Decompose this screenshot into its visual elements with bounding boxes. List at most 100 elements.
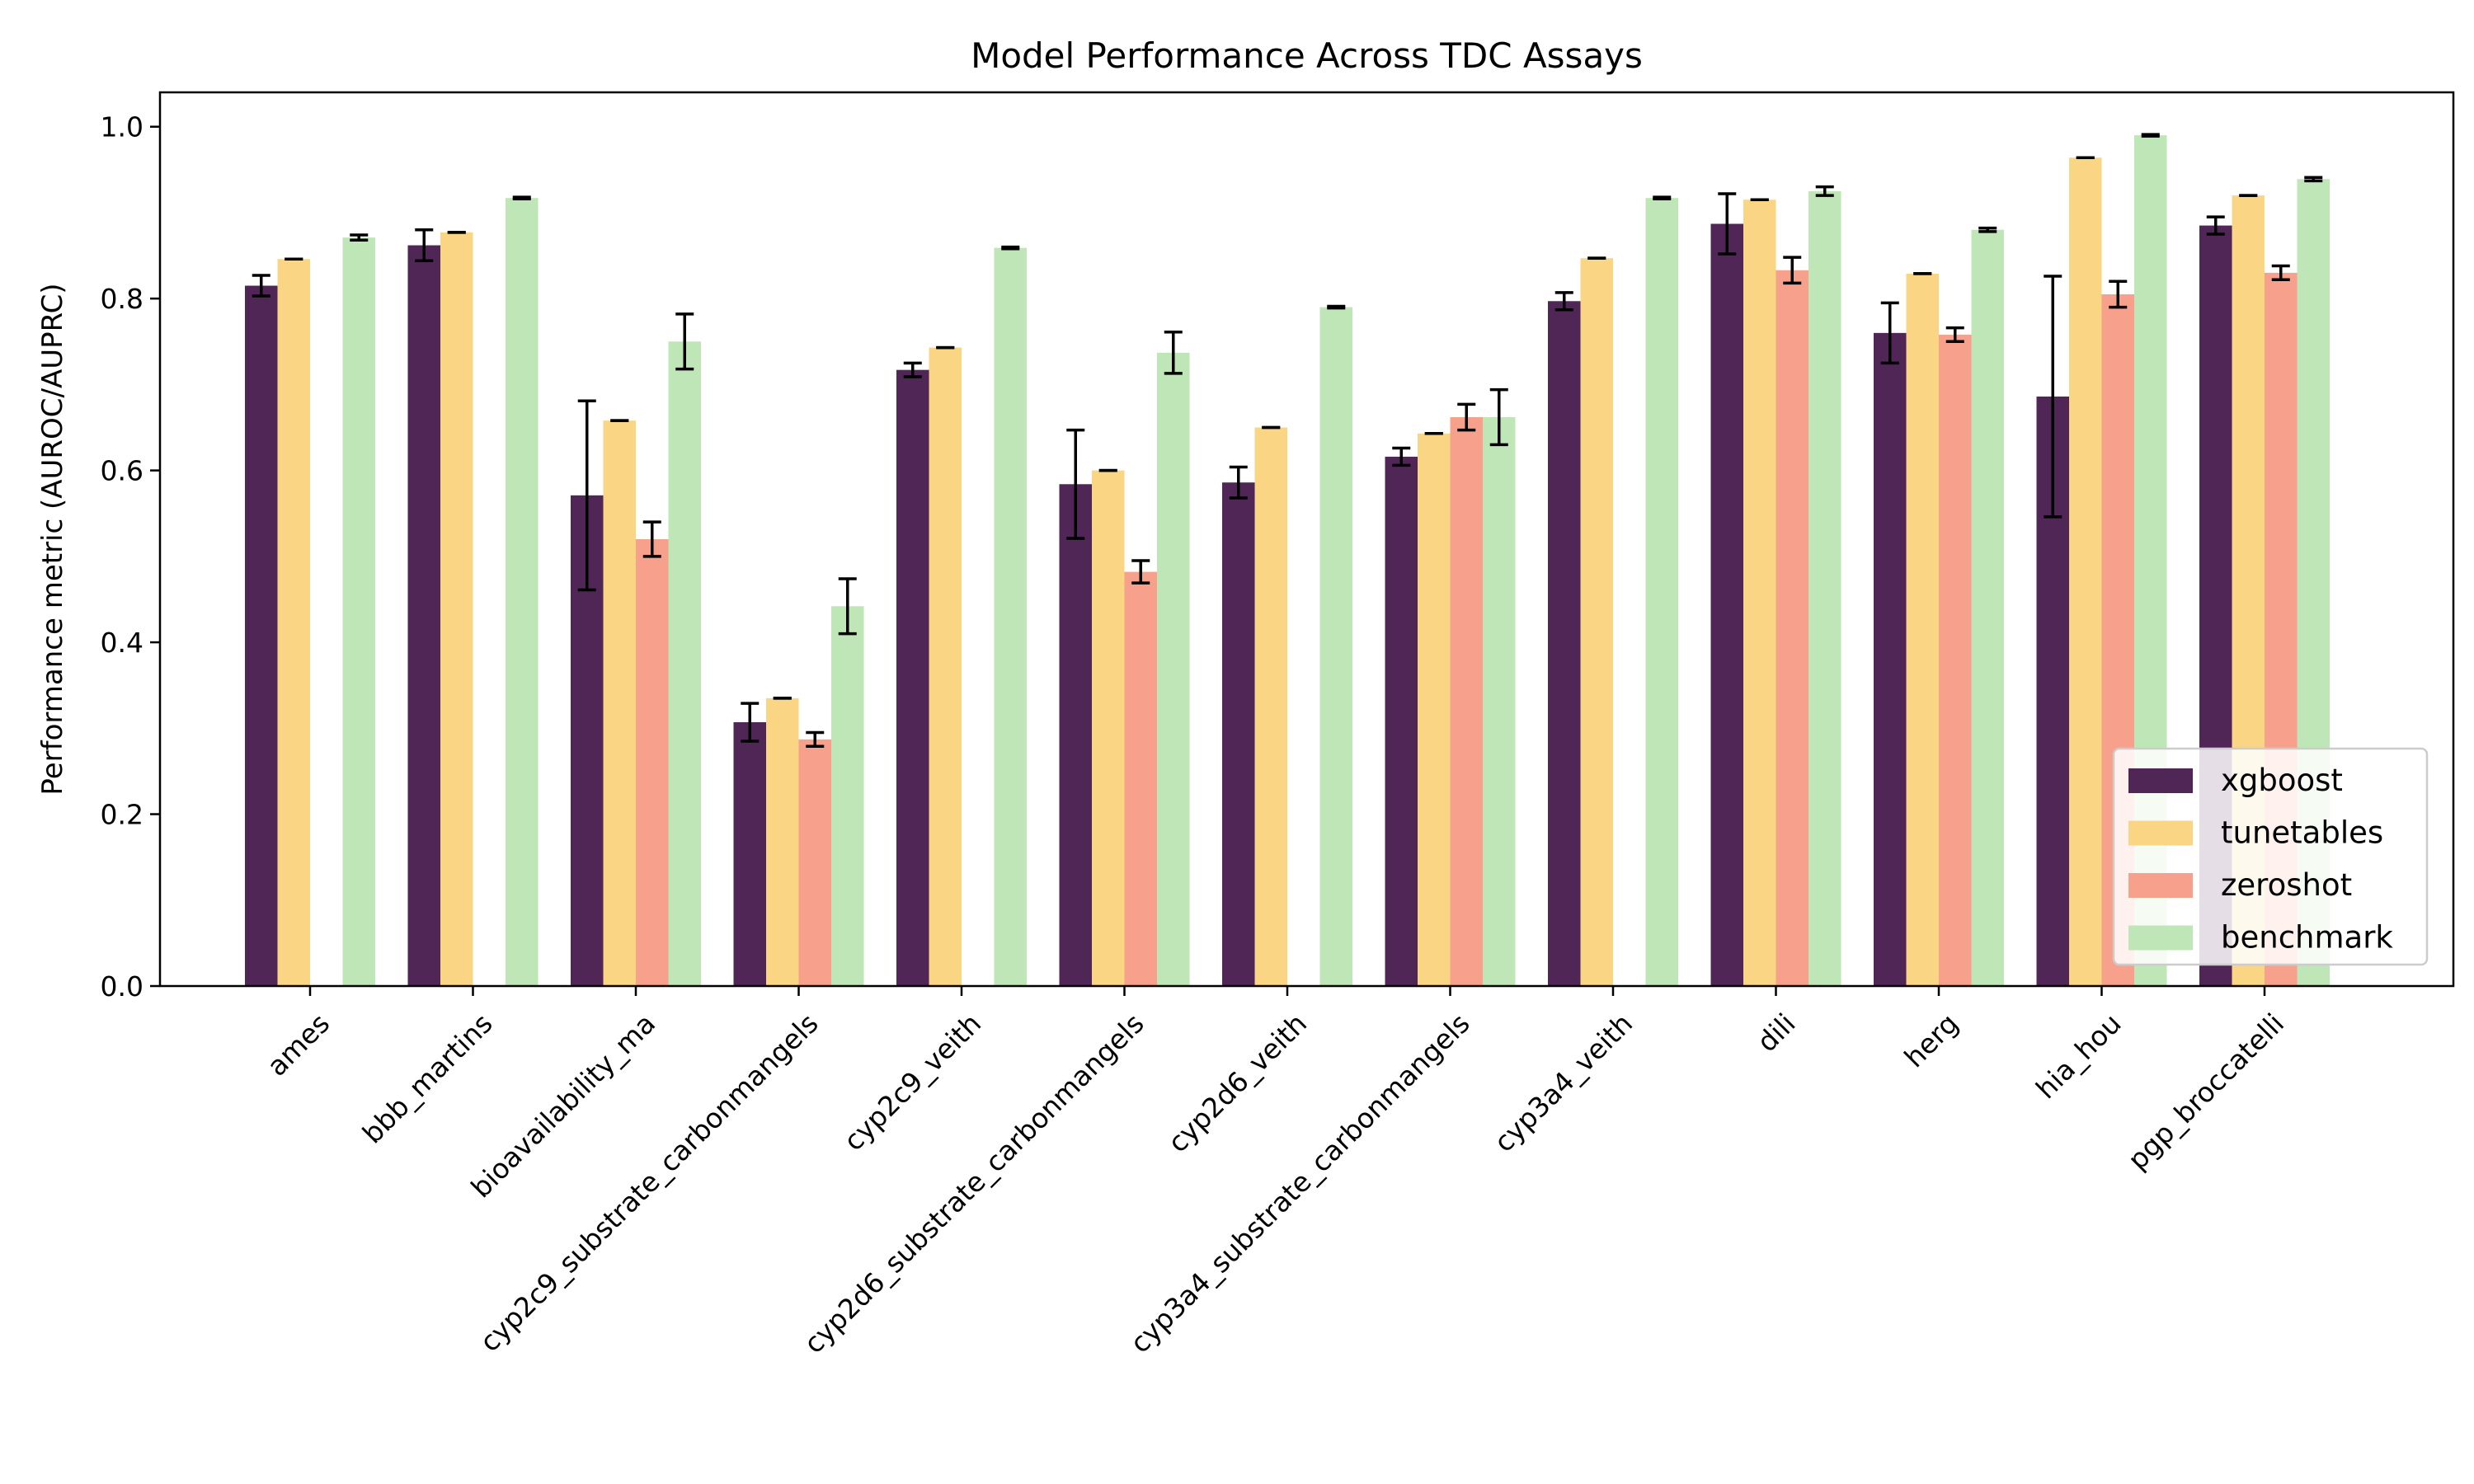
bar-benchmark-cyp3a4_veith	[1645, 198, 1678, 986]
errorbar-zeroshot-cyp3a4_substrate_carbonmangels	[1457, 402, 1476, 432]
x-tick-label: herg	[1898, 1007, 1964, 1074]
y-axis-label: Performance metric (AUROC/AUPRC)	[36, 283, 69, 795]
bar-tunetables-herg	[1906, 273, 1939, 986]
bar-xgboost-ames	[245, 285, 278, 986]
errorbar-xgboost-cyp3a4_veith	[1554, 291, 1573, 312]
errorbar-benchmark-cyp2d6_substrate_carbonmangels	[1164, 331, 1183, 375]
bar-benchmark-bbb_martins	[506, 198, 539, 986]
bar-benchmark-bioavailability_ma	[668, 341, 701, 986]
plot-frame	[158, 91, 2455, 988]
errorbar-xgboost-cyp2c9_veith	[903, 361, 922, 378]
bar-benchmark-cyp2c9_substrate_carbonmangels	[831, 606, 864, 986]
y-tick-label: 0.4	[101, 627, 143, 659]
legend-label-benchmark: benchmark	[2221, 920, 2393, 956]
errorbar-benchmark-cyp2d6_veith	[1327, 304, 1346, 310]
bar-xgboost-cyp2c9_veith	[896, 369, 929, 986]
bar-zeroshot-dili	[1776, 270, 1808, 986]
x-tick-label: cyp2c9_veith	[837, 1007, 987, 1158]
errorbar-xgboost-bioavailability_ma	[577, 399, 596, 592]
bar-tunetables-bbb_martins	[440, 232, 473, 986]
errorbar-xgboost-pgp_broccatelli	[2206, 215, 2225, 236]
legend-swatch-xgboost	[2128, 768, 2193, 793]
bar-zeroshot-herg	[1939, 334, 1972, 986]
bar-xgboost-cyp2d6_substrate_carbonmangels	[1059, 484, 1092, 986]
errorbar-zeroshot-hia_hou	[2109, 279, 2128, 309]
x-tick-label: dili	[1751, 1007, 1802, 1059]
bar-xgboost-cyp3a4_substrate_carbonmangels	[1385, 456, 1418, 986]
errorbar-zeroshot-dili	[1783, 256, 1802, 285]
errorbar-zeroshot-herg	[1945, 326, 1964, 344]
bar-tunetables-bioavailability_ma	[603, 420, 636, 986]
x-tick-label: pgp_broccatelli	[2121, 1007, 2290, 1176]
chart-title: Model Performance Across TDC Assays	[971, 35, 1643, 76]
legend-label-tunetables: tunetables	[2221, 815, 2383, 851]
x-tick-label: cyp2d6_veith	[1161, 1007, 1313, 1159]
bar-zeroshot-bioavailability_ma	[636, 539, 669, 986]
errorbar-zeroshot-cyp2d6_substrate_carbonmangels	[1131, 559, 1150, 585]
errorbar-xgboost-ames	[252, 274, 270, 298]
errorbar-benchmark-bioavailability_ma	[675, 312, 694, 371]
legend-label-zeroshot: zeroshot	[2221, 867, 2352, 903]
bar-tunetables-cyp2d6_veith	[1254, 427, 1287, 986]
bar-tunetables-hia_hou	[2069, 157, 2102, 987]
bar-xgboost-cyp2d6_veith	[1222, 482, 1255, 986]
errorbar-zeroshot-bioavailability_ma	[642, 520, 661, 558]
x-tick-label: cyp2d6_substrate_carbonmangels	[797, 1007, 1150, 1360]
errorbar-xgboost-bbb_martins	[415, 228, 434, 263]
x-tick-label: bbb_martins	[356, 1007, 499, 1150]
errorbar-benchmark-cyp2c9_substrate_carbonmangels	[838, 577, 857, 636]
errorbar-xgboost-cyp2d6_substrate_carbonmangels	[1066, 428, 1085, 540]
bar-xgboost-bbb_martins	[407, 245, 440, 986]
bar-xgboost-herg	[1874, 332, 1907, 987]
y-tick-label: 1.0	[101, 111, 143, 143]
x-tick-label: bioavailability_ma	[464, 1007, 661, 1205]
legend-swatch-benchmark	[2128, 925, 2193, 951]
legend-swatch-tunetables	[2128, 820, 2193, 846]
errorbar-benchmark-ames	[350, 233, 369, 242]
bar-benchmark-cyp2c9_veith	[994, 247, 1027, 986]
bar-benchmark-dili	[1808, 190, 1841, 986]
legend-label-xgboost: xgboost	[2221, 763, 2343, 798]
errorbar-benchmark-cyp2c9_veith	[1001, 245, 1020, 251]
bar-benchmark-cyp3a4_substrate_carbonmangels	[1483, 416, 1516, 986]
errorbar-xgboost-cyp2c9_substrate_carbonmangels	[741, 702, 760, 743]
bar-tunetables-cyp3a4_veith	[1580, 258, 1613, 986]
bar-zeroshot-cyp2d6_substrate_carbonmangels	[1124, 571, 1157, 986]
x-tick-label: cyp2c9_substrate_carbonmangels	[473, 1007, 825, 1359]
errorbar-benchmark-cyp3a4_veith	[1653, 195, 1672, 200]
errorbar-benchmark-herg	[1978, 226, 1997, 233]
x-tick-label: hia_hou	[2030, 1007, 2128, 1106]
errorbar-xgboost-herg	[1880, 301, 1899, 365]
bar-tunetables-ames	[277, 259, 310, 987]
errorbar-xgboost-dili	[1718, 192, 1737, 256]
errorbar-zeroshot-cyp2c9_substrate_carbonmangels	[806, 730, 825, 748]
bar-tunetables-cyp2c9_substrate_carbonmangels	[766, 697, 799, 986]
bar-xgboost-dili	[1710, 223, 1743, 987]
errorbar-xgboost-hia_hou	[2044, 275, 2062, 519]
errorbar-xgboost-cyp2d6_veith	[1229, 465, 1248, 500]
errorbar-benchmark-bbb_martins	[512, 195, 531, 200]
errorbar-xgboost-cyp3a4_substrate_carbonmangels	[1392, 446, 1411, 467]
bar-zeroshot-cyp3a4_substrate_carbonmangels	[1450, 416, 1483, 986]
x-tick-label: cyp3a4_veith	[1488, 1007, 1639, 1158]
bar-benchmark-herg	[1971, 229, 2004, 986]
bar-zeroshot-cyp2c9_substrate_carbonmangels	[798, 739, 831, 986]
bar-tunetables-dili	[1743, 200, 1776, 987]
legend-box	[2112, 747, 2429, 966]
errorbar-zeroshot-pgp_broccatelli	[2271, 264, 2290, 281]
bar-tunetables-cyp3a4_substrate_carbonmangels	[1418, 433, 1451, 986]
bar-tunetables-cyp2d6_substrate_carbonmangels	[1092, 470, 1125, 986]
x-tick-label: ames	[261, 1007, 336, 1082]
bar-tunetables-cyp2c9_veith	[929, 347, 962, 986]
bar-xgboost-cyp3a4_veith	[1548, 301, 1581, 986]
bar-benchmark-ames	[342, 237, 375, 986]
bar-benchmark-cyp2d6_veith	[1319, 307, 1352, 987]
errorbar-benchmark-pgp_broccatelli	[2304, 176, 2323, 183]
x-tick-label: cyp3a4_substrate_carbonmangels	[1124, 1007, 1476, 1360]
y-tick-label: 0.8	[101, 283, 143, 315]
legend-swatch-zeroshot	[2128, 873, 2193, 898]
y-tick-label: 0.6	[101, 455, 143, 487]
errorbar-benchmark-cyp3a4_substrate_carbonmangels	[1489, 387, 1508, 447]
